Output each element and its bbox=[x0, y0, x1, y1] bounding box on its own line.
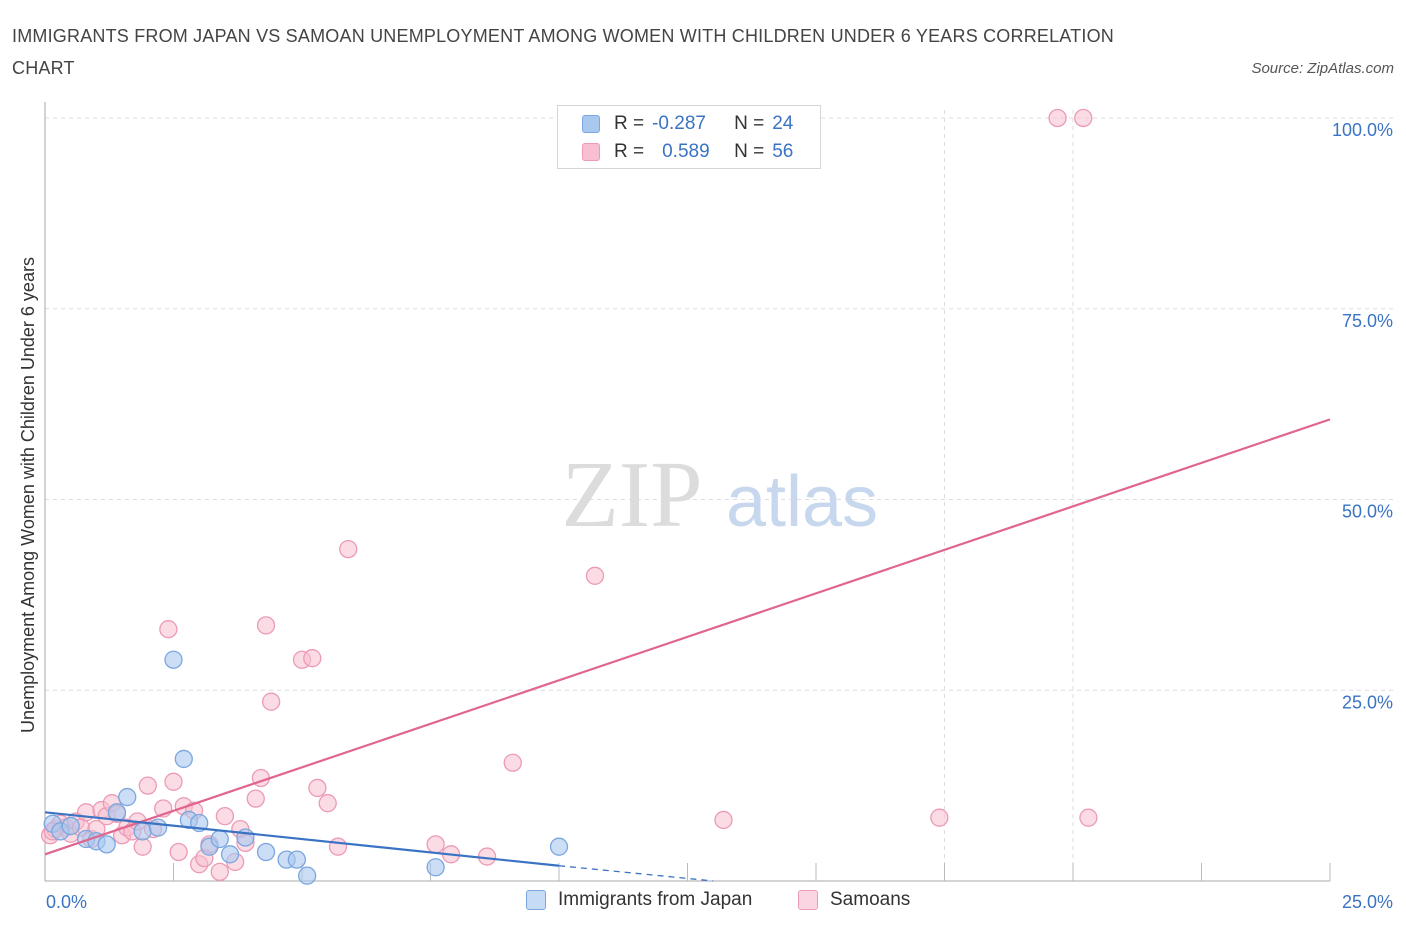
samoa-point bbox=[138, 776, 157, 795]
trend-lines bbox=[44, 418, 1331, 882]
series-legend: Immigrants from Japan Samoans bbox=[0, 889, 1406, 915]
japan-points bbox=[43, 650, 569, 885]
series-swatch-samoa bbox=[798, 890, 818, 910]
samoa-trend-line bbox=[44, 418, 1331, 856]
samoa-point bbox=[246, 789, 265, 808]
watermark-zip: ZIP bbox=[562, 443, 703, 547]
samoa-point bbox=[133, 837, 152, 856]
japan-trend-extension bbox=[558, 865, 714, 882]
samoa-point bbox=[1048, 108, 1067, 128]
samoa-point bbox=[262, 692, 281, 711]
japan-trend-line bbox=[44, 811, 560, 867]
chart-title: IMMIGRANTS FROM JAPAN VS SAMOAN UNEMPLOY… bbox=[12, 26, 1114, 78]
samoa-point bbox=[318, 794, 337, 813]
samoa-point bbox=[714, 810, 733, 830]
japan-point bbox=[118, 787, 137, 807]
legend-swatch-samoa bbox=[582, 143, 600, 161]
samoa-point bbox=[930, 808, 949, 827]
japan-point bbox=[133, 822, 152, 841]
source-label: Source: ZipAtlas.com bbox=[1251, 60, 1394, 77]
legend-swatch-japan bbox=[582, 115, 600, 133]
axes bbox=[44, 102, 1331, 882]
samoa-point bbox=[210, 862, 229, 881]
y-tick-label: 100.0% bbox=[1332, 120, 1393, 140]
x-tick-label: 25.0% bbox=[1342, 892, 1393, 912]
legend-japan-r-label: R = bbox=[614, 113, 645, 134]
samoa-point bbox=[585, 566, 605, 585]
japan-point bbox=[287, 850, 307, 869]
samoa-point bbox=[426, 835, 445, 854]
legend-japan-r-value: -0.287 bbox=[652, 113, 706, 134]
samoa-point bbox=[328, 837, 348, 856]
series-legend-japan: Immigrants from Japan bbox=[526, 889, 752, 911]
y-tick-label: 50.0% bbox=[1342, 502, 1393, 522]
japan-point bbox=[549, 837, 569, 856]
series-label-samoa: Samoans bbox=[830, 889, 911, 910]
tick-labels: 25.0% 50.0% 75.0% 100.0% 0.0% 25.0% bbox=[46, 120, 1393, 912]
legend-japan-n-value: 24 bbox=[772, 113, 794, 134]
japan-point bbox=[220, 845, 240, 864]
samoa-point bbox=[1074, 108, 1093, 128]
japan-point bbox=[426, 858, 445, 877]
x-tick-label: 0.0% bbox=[46, 892, 87, 912]
japan-point bbox=[148, 818, 168, 837]
samoa-point bbox=[256, 616, 276, 635]
legend-japan-n-label: N = bbox=[734, 113, 765, 134]
legend-samoa-n-label: N = bbox=[734, 141, 765, 162]
samoa-point bbox=[308, 778, 327, 798]
watermark: ZIP atlas bbox=[562, 443, 879, 547]
series-swatch-japan bbox=[526, 890, 546, 910]
grid-lines bbox=[45, 110, 1395, 881]
y-axis-label: Unemployment Among Women with Children U… bbox=[18, 257, 38, 733]
correlation-legend: R = -0.287 N = 24 R = 0.589 N = 56 bbox=[557, 105, 821, 169]
japan-point bbox=[210, 829, 229, 849]
series-label-japan: Immigrants from Japan bbox=[558, 889, 753, 910]
samoa-point bbox=[339, 539, 358, 559]
legend-samoa-r-value: 0.589 bbox=[662, 141, 710, 162]
japan-point bbox=[297, 866, 317, 885]
y-tick-label: 75.0% bbox=[1342, 311, 1393, 331]
series-legend-samoa: Samoans bbox=[798, 889, 910, 911]
samoa-point bbox=[1079, 808, 1098, 827]
legend-samoa-n-value: 56 bbox=[772, 141, 794, 162]
samoa-point bbox=[215, 806, 235, 826]
watermark-atlas: atlas bbox=[726, 462, 878, 542]
japan-point bbox=[164, 650, 183, 669]
legend-samoa-r-label: R = bbox=[614, 141, 645, 162]
samoa-point bbox=[303, 649, 322, 668]
japan-point bbox=[97, 835, 116, 854]
samoa-point bbox=[159, 620, 178, 639]
y-tick-label: 25.0% bbox=[1342, 692, 1393, 712]
japan-point bbox=[174, 749, 193, 769]
japan-point bbox=[61, 816, 80, 836]
samoa-point bbox=[169, 842, 188, 862]
legend-row-japan: R = -0.287 N = 24 bbox=[582, 112, 793, 136]
japan-point bbox=[256, 842, 276, 862]
samoa-point bbox=[164, 772, 183, 791]
samoa-point bbox=[503, 753, 522, 772]
legend-row-samoa: R = 0.589 N = 56 bbox=[582, 140, 793, 164]
